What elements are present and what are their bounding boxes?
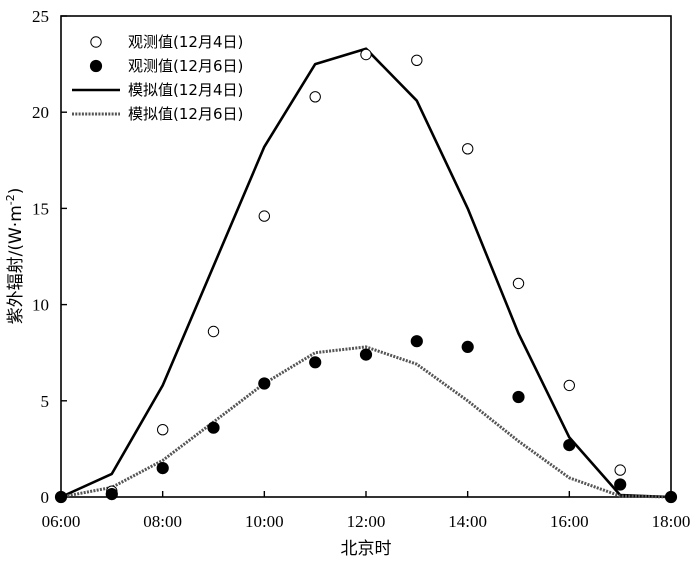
legend: 观测值(12月4日) 观测值(12月6日) 模拟值(12月4日) 模拟值(12月6日): [72, 33, 243, 123]
x-tick-label-5: 16:00: [550, 512, 589, 531]
y-tick-label-1: 5: [41, 392, 50, 411]
series-1-point-4: [258, 377, 271, 390]
series-0-point-4: [258, 210, 270, 222]
series-1-point-1: [105, 488, 118, 501]
series-0-point-2: [157, 424, 169, 436]
series-0-point-11: [614, 464, 626, 476]
y-tick-label-3: 15: [32, 199, 49, 218]
x-tick-label-0: 06:00: [42, 512, 81, 531]
legend-marker-0: [90, 36, 102, 48]
series-1-point-10: [563, 439, 576, 452]
x-tick-label-6: 18:00: [652, 512, 691, 531]
y-axis-title-main: 紫外辐射/(W·m: [6, 205, 26, 324]
x-tick-label-4: 14:00: [448, 512, 487, 531]
x-tick-label-1: 08:00: [143, 512, 182, 531]
series-line-3: [60, 345, 672, 499]
y-axis-title-tail: ): [6, 188, 26, 195]
series-1-point-9: [512, 390, 525, 404]
series-1-point-8: [461, 340, 474, 353]
series-0-point-6: [360, 48, 372, 61]
y-tick-label-0: 0: [41, 488, 50, 507]
series-1-point-12: [664, 490, 678, 504]
y-axis: 0 5 10 15 20 25: [32, 7, 67, 507]
series-1-point-11: [614, 478, 627, 491]
series-1-point-5: [309, 356, 322, 369]
series-0-point-3: [207, 325, 220, 338]
series-0-point-9: [512, 277, 525, 290]
legend-label-3: 模拟值(12月6日): [128, 105, 243, 123]
x-tick-label-2: 10:00: [245, 512, 284, 531]
legend-label-0: 观测值(12月4日): [128, 33, 243, 51]
y-tick-label-4: 20: [32, 103, 49, 122]
series-0-point-8: [462, 143, 474, 155]
legend-marker-1: [89, 59, 103, 73]
series-layer: [54, 47, 678, 504]
y-axis-title: 紫外辐射/(W·m-2): [4, 188, 26, 325]
x-axis: 06:00 08:00 10:00 12:00 14:00 16:00 18:00: [42, 491, 691, 531]
y-tick-label-2: 10: [32, 296, 49, 315]
series-0-point-5: [309, 91, 321, 103]
legend-label-1: 观测值(12月6日): [128, 57, 243, 75]
series-0-point-10: [563, 379, 575, 392]
x-tick-label-3: 12:00: [347, 512, 386, 531]
series-1-point-2: [156, 462, 169, 475]
series-1-point-0: [54, 490, 68, 504]
x-axis-title: 北京时: [341, 539, 392, 559]
series-1-point-7: [410, 335, 423, 348]
series-line-2: [60, 47, 672, 499]
y-tick-label-5: 25: [32, 7, 49, 26]
legend-label-2: 模拟值(12月4日): [128, 81, 243, 99]
y-axis-title-sup: -2: [4, 194, 17, 205]
series-1-point-3: [207, 421, 220, 434]
series-0-point-7: [411, 54, 423, 66]
series-1-point-6: [359, 348, 373, 361]
